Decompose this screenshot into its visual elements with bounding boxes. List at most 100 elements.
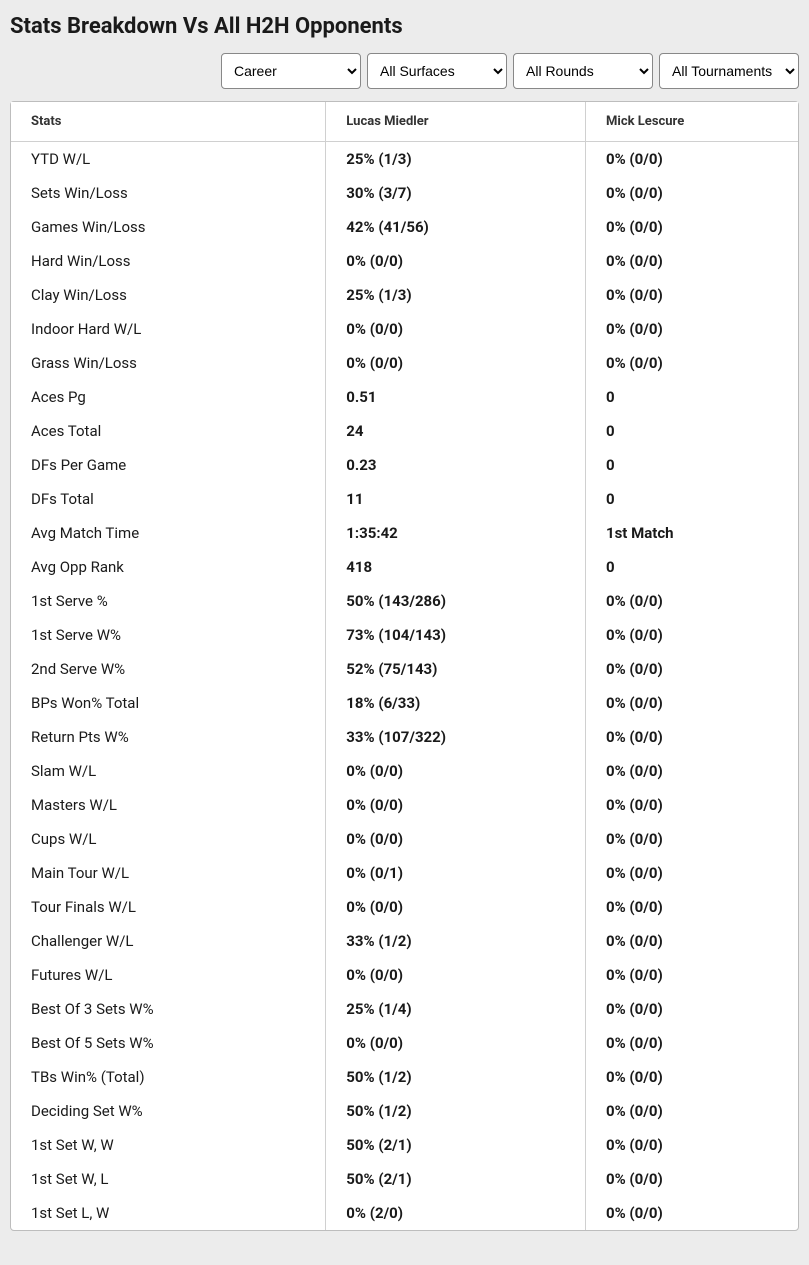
stat-value-player2: 0% (0/0) (586, 618, 799, 652)
stat-value-player2: 0% (0/0) (586, 856, 799, 890)
stat-value-player2: 0 (586, 414, 799, 448)
stat-value-player1: 33% (107/322) (326, 720, 586, 754)
stat-value-player1: 0% (0/0) (326, 890, 586, 924)
table-row: Games Win/Loss42% (41/56)0% (0/0) (11, 210, 798, 244)
stat-label: Grass Win/Loss (11, 346, 326, 380)
stat-value-player2: 0 (586, 482, 799, 516)
table-row: Aces Total240 (11, 414, 798, 448)
stat-value-player1: 11 (326, 482, 586, 516)
table-row: Indoor Hard W/L0% (0/0)0% (0/0) (11, 312, 798, 346)
filter-tournaments-select[interactable]: All Tournaments (659, 53, 799, 89)
stat-value-player1: 0% (0/0) (326, 754, 586, 788)
stat-value-player2: 0% (0/0) (586, 890, 799, 924)
stat-label: Cups W/L (11, 822, 326, 856)
stat-value-player1: 0% (0/0) (326, 788, 586, 822)
stat-value-player1: 0% (0/0) (326, 244, 586, 278)
stat-label: Aces Pg (11, 380, 326, 414)
stat-value-player2: 0% (0/0) (586, 822, 799, 856)
stat-value-player1: 0% (2/0) (326, 1196, 586, 1230)
stat-label: Aces Total (11, 414, 326, 448)
stat-value-player1: 0.51 (326, 380, 586, 414)
stat-label: Best Of 5 Sets W% (11, 1026, 326, 1060)
stat-label: TBs Win% (Total) (11, 1060, 326, 1094)
table-row: 1st Serve W%73% (104/143)0% (0/0) (11, 618, 798, 652)
col-header-player2: Mick Lescure (586, 102, 799, 142)
table-row: 1st Set W, L50% (2/1)0% (0/0) (11, 1162, 798, 1196)
stat-label: 1st Serve % (11, 584, 326, 618)
stat-value-player2: 0% (0/0) (586, 176, 799, 210)
stat-value-player1: 73% (104/143) (326, 618, 586, 652)
table-row: Masters W/L0% (0/0)0% (0/0) (11, 788, 798, 822)
stat-value-player1: 52% (75/143) (326, 652, 586, 686)
stat-label: Hard Win/Loss (11, 244, 326, 278)
table-row: DFs Total110 (11, 482, 798, 516)
stat-value-player2: 0% (0/0) (586, 346, 799, 380)
stat-value-player1: 50% (1/2) (326, 1060, 586, 1094)
stat-value-player2: 0 (586, 448, 799, 482)
table-row: DFs Per Game0.230 (11, 448, 798, 482)
stat-value-player1: 18% (6/33) (326, 686, 586, 720)
stat-value-player1: 50% (2/1) (326, 1162, 586, 1196)
stat-value-player2: 0% (0/0) (586, 142, 799, 177)
stat-value-player2: 0% (0/0) (586, 686, 799, 720)
stats-breakdown-page: Stats Breakdown Vs All H2H Opponents Car… (0, 0, 809, 1243)
stat-value-player2: 0% (0/0) (586, 1162, 799, 1196)
stat-label: DFs Per Game (11, 448, 326, 482)
page-title: Stats Breakdown Vs All H2H Opponents (10, 14, 799, 39)
stat-value-player1: 25% (1/3) (326, 278, 586, 312)
table-row: YTD W/L25% (1/3)0% (0/0) (11, 142, 798, 177)
table-row: Return Pts W%33% (107/322)0% (0/0) (11, 720, 798, 754)
stat-label: Best Of 3 Sets W% (11, 992, 326, 1026)
stat-value-player1: 50% (2/1) (326, 1128, 586, 1162)
stat-value-player2: 0% (0/0) (586, 1060, 799, 1094)
stat-label: Return Pts W% (11, 720, 326, 754)
stat-label: DFs Total (11, 482, 326, 516)
stat-value-player1: 50% (1/2) (326, 1094, 586, 1128)
stat-value-player2: 0% (0/0) (586, 1128, 799, 1162)
table-row: Slam W/L0% (0/0)0% (0/0) (11, 754, 798, 788)
table-row: Avg Match Time1:35:421st Match (11, 516, 798, 550)
stat-value-player2: 0 (586, 550, 799, 584)
table-row: Cups W/L0% (0/0)0% (0/0) (11, 822, 798, 856)
stat-value-player1: 0% (0/1) (326, 856, 586, 890)
stat-value-player1: 0.23 (326, 448, 586, 482)
stat-label: 1st Serve W% (11, 618, 326, 652)
filter-rounds-select[interactable]: All Rounds (513, 53, 653, 89)
stat-label: 2nd Serve W% (11, 652, 326, 686)
stat-value-player1: 418 (326, 550, 586, 584)
stat-value-player1: 0% (0/0) (326, 822, 586, 856)
stat-value-player1: 0% (0/0) (326, 312, 586, 346)
table-row: Deciding Set W%50% (1/2)0% (0/0) (11, 1094, 798, 1128)
table-row: Best Of 3 Sets W%25% (1/4)0% (0/0) (11, 992, 798, 1026)
filter-surfaces-select[interactable]: All Surfaces (367, 53, 507, 89)
stat-label: YTD W/L (11, 142, 326, 177)
stat-label: Futures W/L (11, 958, 326, 992)
stat-label: BPs Won% Total (11, 686, 326, 720)
table-row: Sets Win/Loss30% (3/7)0% (0/0) (11, 176, 798, 210)
stat-label: 1st Set L, W (11, 1196, 326, 1230)
filter-bar: Career All Surfaces All Rounds All Tourn… (10, 53, 799, 89)
table-row: Main Tour W/L0% (0/1)0% (0/0) (11, 856, 798, 890)
stats-table-card: Stats Lucas Miedler Mick Lescure YTD W/L… (10, 101, 799, 1231)
filter-career-select[interactable]: Career (221, 53, 361, 89)
table-row: Challenger W/L33% (1/2)0% (0/0) (11, 924, 798, 958)
stat-label: Avg Match Time (11, 516, 326, 550)
stat-label: Clay Win/Loss (11, 278, 326, 312)
stat-label: Avg Opp Rank (11, 550, 326, 584)
stat-value-player2: 0% (0/0) (586, 958, 799, 992)
table-row: 1st Serve %50% (143/286)0% (0/0) (11, 584, 798, 618)
stat-label: Tour Finals W/L (11, 890, 326, 924)
stat-value-player1: 25% (1/4) (326, 992, 586, 1026)
stat-value-player2: 0% (0/0) (586, 924, 799, 958)
stat-value-player2: 0% (0/0) (586, 210, 799, 244)
table-row: Aces Pg0.510 (11, 380, 798, 414)
stat-value-player2: 0% (0/0) (586, 278, 799, 312)
stat-label: Deciding Set W% (11, 1094, 326, 1128)
table-row: Futures W/L0% (0/0)0% (0/0) (11, 958, 798, 992)
stats-header-row: Stats Lucas Miedler Mick Lescure (11, 102, 798, 142)
table-row: Hard Win/Loss0% (0/0)0% (0/0) (11, 244, 798, 278)
table-row: 1st Set W, W50% (2/1)0% (0/0) (11, 1128, 798, 1162)
stat-value-player1: 25% (1/3) (326, 142, 586, 177)
stat-value-player1: 1:35:42 (326, 516, 586, 550)
stat-value-player1: 0% (0/0) (326, 958, 586, 992)
